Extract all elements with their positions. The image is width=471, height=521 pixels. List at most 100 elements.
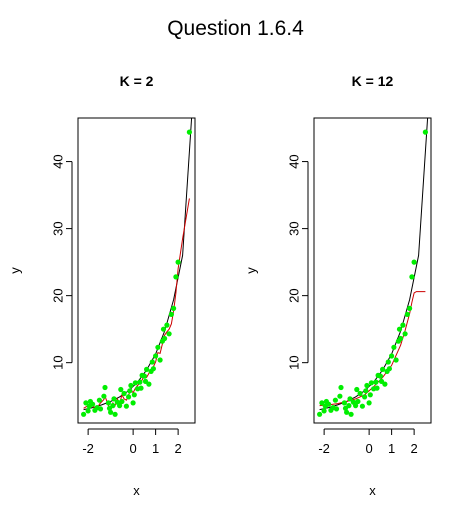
data-point [367, 392, 373, 398]
x-tick-label: 0 [130, 441, 137, 456]
data-point [150, 366, 156, 372]
data-point [108, 409, 114, 415]
data-point [402, 331, 408, 337]
data-point [400, 322, 406, 328]
data-point [123, 403, 129, 409]
data-point [97, 406, 104, 412]
data-point [355, 398, 361, 405]
data-point [83, 400, 89, 406]
data-point [348, 411, 354, 417]
data-point [317, 411, 323, 417]
data-point [407, 305, 413, 311]
data-point [368, 380, 374, 386]
data-point [111, 396, 117, 402]
data-point [404, 311, 410, 317]
data-point [126, 394, 132, 400]
data-point [130, 400, 136, 406]
data-point [362, 394, 368, 400]
data-point [112, 411, 118, 417]
data-point [332, 397, 338, 403]
x-tick-label: -2 [318, 441, 330, 456]
data-point [374, 385, 380, 391]
panel-title: K = 2 [120, 73, 154, 89]
data-point [131, 392, 137, 398]
data-point [380, 366, 386, 372]
data-point [346, 403, 352, 409]
data-point [319, 400, 325, 406]
data-point [409, 274, 415, 280]
x-tick-label: 1 [388, 441, 395, 456]
y-tick-label: 30 [51, 221, 66, 235]
y-tick-label: 40 [51, 154, 66, 168]
x-axis-label: x [369, 483, 376, 498]
data-point [96, 397, 102, 403]
data-point [144, 366, 150, 372]
data-point [344, 409, 350, 415]
data-point [373, 379, 379, 385]
data-point [149, 359, 155, 365]
data-point [85, 408, 91, 414]
data-point [422, 129, 428, 135]
x-tick-label: 1 [152, 441, 159, 456]
data-point [363, 388, 369, 394]
data-point [354, 386, 360, 393]
y-tick-label: 20 [287, 288, 302, 302]
data-point [389, 353, 395, 359]
data-point [117, 403, 123, 409]
data-point [411, 259, 417, 265]
data-point [337, 393, 343, 399]
data-point [128, 382, 134, 389]
data-point [398, 335, 404, 342]
data-point [175, 259, 181, 265]
data-point [119, 398, 125, 405]
data-point [138, 385, 144, 391]
plot-frame [77, 117, 196, 424]
data-point [173, 274, 179, 280]
data-point [157, 357, 163, 363]
data-point [357, 390, 363, 397]
data-point [121, 390, 127, 397]
data-point [393, 357, 399, 363]
data-point [153, 353, 159, 359]
y-axis-label: y [8, 267, 23, 274]
data-point [155, 344, 161, 350]
data-point [347, 396, 353, 402]
y-tick-label: 10 [287, 355, 302, 369]
data-point [137, 379, 143, 385]
data-point [171, 305, 177, 311]
data-point [186, 129, 192, 135]
data-point [162, 335, 168, 342]
data-point [386, 366, 392, 372]
chart-panel-k12: K = 12 -2 0 1 2 x 10 20 30 40 y [244, 73, 432, 498]
plot-area [81, 118, 193, 417]
data-point [364, 382, 370, 389]
data-point [127, 388, 133, 394]
x-axis-label: x [133, 483, 140, 498]
data-point [333, 406, 340, 412]
data-point [110, 403, 116, 409]
y-tick-label: 30 [287, 221, 302, 235]
data-point [359, 403, 365, 409]
data-point [396, 326, 403, 332]
true-curve-line [319, 118, 429, 411]
data-point [160, 326, 167, 332]
data-point [141, 373, 147, 379]
y-tick-label: 20 [51, 288, 66, 302]
data-point [382, 381, 388, 387]
figure-title: Question 1.6.4 [167, 17, 304, 40]
data-point [146, 381, 152, 387]
x-tick-label: -2 [82, 441, 94, 456]
plot-area [317, 118, 429, 417]
data-point [118, 386, 124, 393]
data-point [353, 403, 359, 409]
data-point [105, 400, 111, 406]
data-point [385, 359, 391, 365]
data-point [132, 380, 138, 386]
plot-frame [313, 117, 432, 424]
data-point [90, 401, 96, 407]
true-curve-line [83, 118, 193, 411]
panel-title: K = 12 [352, 73, 394, 89]
data-point [366, 400, 372, 406]
data-point [102, 384, 108, 391]
